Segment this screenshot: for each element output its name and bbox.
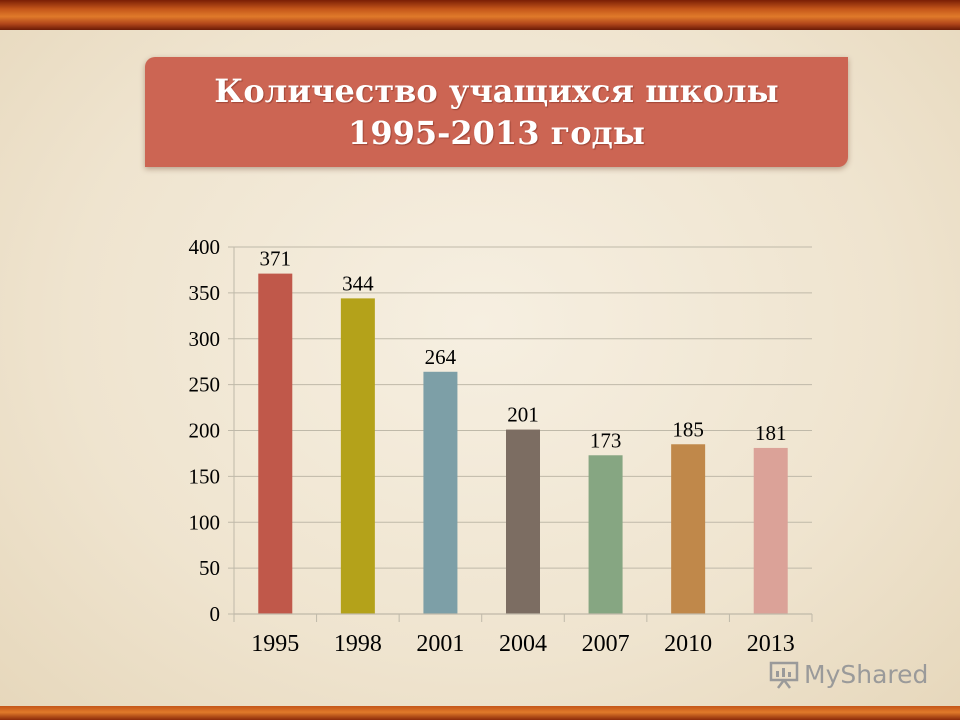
chart-bars bbox=[258, 273, 788, 614]
data-labels: 371 344 264 201 173 185 181 bbox=[260, 247, 787, 453]
data-label: 185 bbox=[672, 417, 704, 441]
data-label: 371 bbox=[260, 247, 292, 271]
x-tick-label: 2010 bbox=[664, 631, 712, 657]
y-tick-label: 400 bbox=[189, 235, 221, 259]
chart-title-line-2: 1995-2013 годы bbox=[348, 114, 645, 152]
y-tick-label: 300 bbox=[189, 327, 221, 351]
data-label: 181 bbox=[755, 421, 787, 445]
bar bbox=[753, 447, 788, 614]
x-tick-label: 2001 bbox=[416, 631, 464, 657]
y-tick-label: 350 bbox=[189, 281, 221, 305]
data-label: 264 bbox=[425, 345, 457, 369]
y-axis: 0 50 100 150 200 250 300 350 400 bbox=[189, 235, 235, 626]
bar bbox=[340, 298, 375, 614]
x-tick-label: 1995 bbox=[251, 631, 299, 657]
bar bbox=[506, 429, 540, 614]
bottom-frame-border bbox=[0, 706, 960, 720]
watermark: MyShared bbox=[768, 656, 928, 692]
y-tick-label: 150 bbox=[189, 464, 221, 488]
top-frame-border bbox=[0, 0, 960, 30]
bar bbox=[423, 371, 458, 614]
x-tick-label: 2013 bbox=[747, 631, 795, 657]
y-tick-label: 50 bbox=[199, 556, 220, 580]
bar bbox=[588, 455, 623, 614]
x-axis: 1995 1998 2001 2004 2007 2010 2013 bbox=[233, 613, 813, 657]
watermark-text: MyShared bbox=[804, 659, 929, 689]
y-tick-label: 250 bbox=[189, 373, 221, 397]
chart-title-line-1: Количество учащихся школы bbox=[214, 72, 779, 110]
presentation-board-icon bbox=[769, 661, 799, 689]
title-banner: Количество учащихся школы 1995-2013 годы bbox=[145, 57, 848, 167]
x-tick-label: 2004 bbox=[499, 631, 547, 657]
x-tick-label: 1998 bbox=[334, 631, 382, 657]
data-label: 344 bbox=[342, 271, 374, 295]
data-label: 173 bbox=[590, 428, 622, 452]
x-tick-label: 2007 bbox=[582, 631, 630, 657]
y-tick-label: 100 bbox=[189, 510, 221, 534]
bar bbox=[671, 444, 706, 614]
bar bbox=[258, 273, 293, 614]
y-tick-label: 200 bbox=[189, 419, 221, 443]
y-tick-label: 0 bbox=[210, 602, 221, 626]
data-label: 201 bbox=[507, 403, 539, 427]
